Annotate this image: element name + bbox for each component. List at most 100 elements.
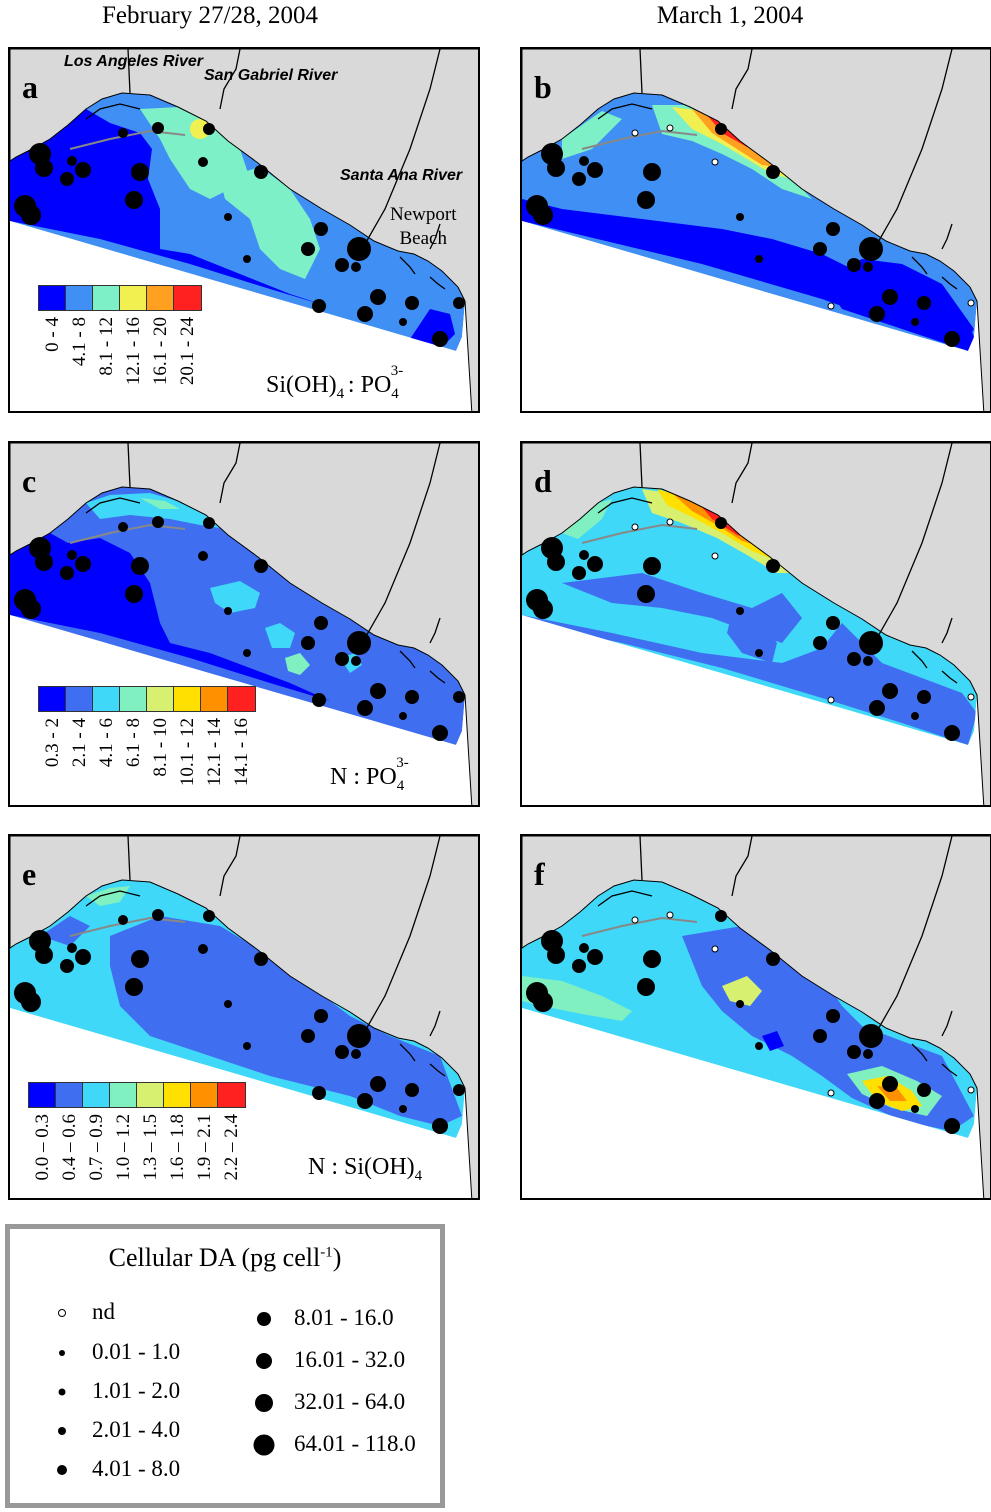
scale-label: 12.1 - 14 [204,718,225,787]
station-nd-marker [631,523,639,531]
map-svg [10,443,478,805]
scale-label: 4.1 - 8 [69,317,90,367]
station-da-marker [587,556,603,572]
scale-swatch [147,286,174,310]
station-da-marker [75,949,91,965]
station-da-marker [405,690,419,704]
scale-label: 1.6 – 1.8 [167,1114,188,1181]
scale-label: 8.1 - 12 [96,317,117,376]
scale-label: 0.3 - 2 [42,718,63,768]
scale-swatch [66,286,93,310]
station-nd-marker [967,1086,975,1094]
station-da-marker [826,1009,840,1023]
station-da-marker [301,1029,315,1043]
ratio-contour [10,109,330,307]
legend-title-sup: -1 [320,1244,333,1261]
ratio-contour [522,199,974,351]
station-da-marker [370,289,386,305]
station-da-marker [826,222,840,236]
land-area [522,49,990,411]
station-da-marker [637,191,655,209]
station-da-marker [67,550,77,560]
station-da-marker [118,915,128,925]
station-da-marker [21,205,41,225]
scale-swatch [93,687,120,711]
station-da-marker [736,213,744,221]
panel-letter: d [534,463,552,499]
station-da-marker [314,1009,328,1023]
station-da-marker [766,165,780,179]
station-da-marker [357,306,373,322]
map-svg [522,443,990,805]
station-da-marker [911,1105,919,1113]
breakwater [581,916,698,937]
boundary-line [429,617,441,644]
map-panel-f: f [520,834,991,1200]
boundary-line [876,49,953,245]
ratio-contour [140,107,250,199]
legend-da-symbol [59,1350,65,1356]
station-nd-marker [711,158,719,166]
station-da-marker [715,910,727,922]
station-da-marker [75,162,91,178]
boundary-line [429,1010,441,1037]
station-da-marker [357,700,373,716]
boundary-line [399,650,416,669]
station-da-marker [813,1029,827,1043]
panel-letter: e [22,856,37,892]
station-da-marker [75,556,91,572]
station-da-marker [579,156,589,166]
legend-class-label: 4.01 - 8.0 [92,1456,181,1481]
boundary-line [731,443,753,504]
scale-swatch [218,1083,245,1107]
boundary-line [731,49,753,110]
breakwater [581,523,698,544]
map-svg [522,49,990,411]
scale-swatch [120,687,147,711]
legend-da-symbol [58,1388,66,1396]
station-da-marker [254,559,268,573]
ratio-label: N : PO43- [330,755,409,794]
land-area [10,443,478,805]
station-da-marker [347,237,371,261]
station-da-marker [533,205,553,225]
station-da-marker [572,172,586,186]
scale-swatch [83,1083,110,1107]
station-da-marker [301,636,315,650]
legend-class-label: 32.01 - 64.0 [294,1389,406,1414]
scale-swatch [29,1083,56,1107]
boundary-line [731,836,753,897]
column-title-mar: March 1, 2004 [656,2,804,29]
boundary-line [639,49,643,94]
station-da-marker [572,566,586,580]
scale-label: 0.4 – 0.6 [59,1114,80,1181]
boundary-line [429,670,446,684]
station-da-marker [643,163,661,181]
station-da-marker [826,616,840,630]
boundary-line [85,103,141,120]
scale-label: 8.1 - 10 [150,718,171,777]
station-da-marker [863,1049,873,1059]
ratio-contour [562,499,612,539]
map-svg [10,836,478,1198]
station-da-marker [21,599,41,619]
station-da-marker [347,1024,371,1048]
legend-da-symbol [255,1394,273,1412]
station-da-marker [547,946,565,964]
station-da-marker [863,262,873,272]
station-da-marker [755,1042,763,1050]
boundary-line [127,836,131,881]
boundary-line [399,1043,416,1062]
boundary-line [597,890,653,907]
scale-label: 0.7 – 0.9 [86,1114,107,1181]
station-da-marker [125,191,143,209]
color-scale: 0.0 – 0.3 0.4 – 0.6 0.7 – 0.9 1.0 – 1.2 1.3 … [28,1082,246,1181]
station-da-marker [335,258,349,272]
legend-title-text: Cellular DA (pg cell [108,1243,321,1272]
color-scale: 0.3 - 2 2.1 - 4 4.1 - 6 6.1 - 8 8.1 - 10 10.1… [38,686,256,786]
station-nd-marker [711,552,719,560]
station-da-marker [224,1000,232,1008]
station-da-marker [453,1084,465,1096]
scale-label: 6.1 - 8 [123,718,144,768]
station-da-marker [847,258,861,272]
